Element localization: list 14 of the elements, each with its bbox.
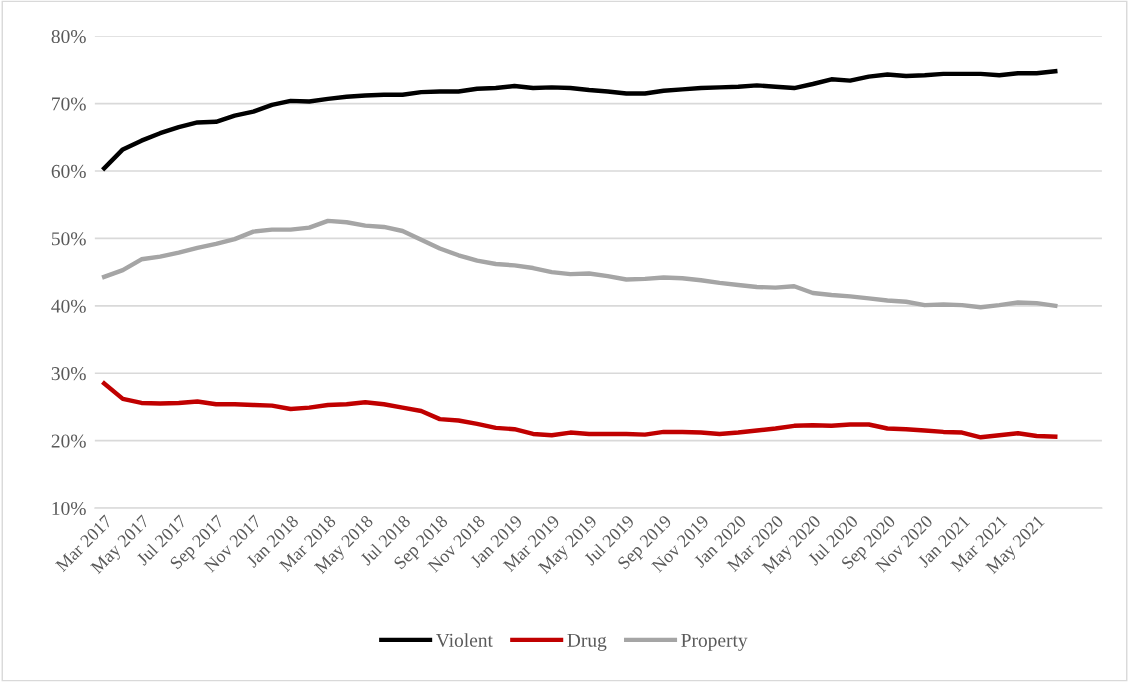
y-tick-label: 40%: [51, 299, 86, 313]
y-tick-label: 60%: [51, 164, 86, 178]
legend-label: Property: [681, 633, 748, 651]
y-tick-label: 50%: [51, 232, 86, 246]
y-tick-label: 30%: [51, 367, 86, 381]
line-series: [101, 218, 1058, 310]
y-tick-label: 80%: [51, 29, 86, 44]
y-tick-label: 20%: [51, 434, 86, 448]
legend-label: Drug: [567, 633, 607, 651]
legend-label: Violent: [436, 633, 493, 647]
line-series: [101, 68, 1058, 171]
y-tick-label: 70%: [52, 97, 86, 111]
line-series: [101, 381, 1058, 440]
y-tick-label: 10%: [52, 501, 86, 516]
